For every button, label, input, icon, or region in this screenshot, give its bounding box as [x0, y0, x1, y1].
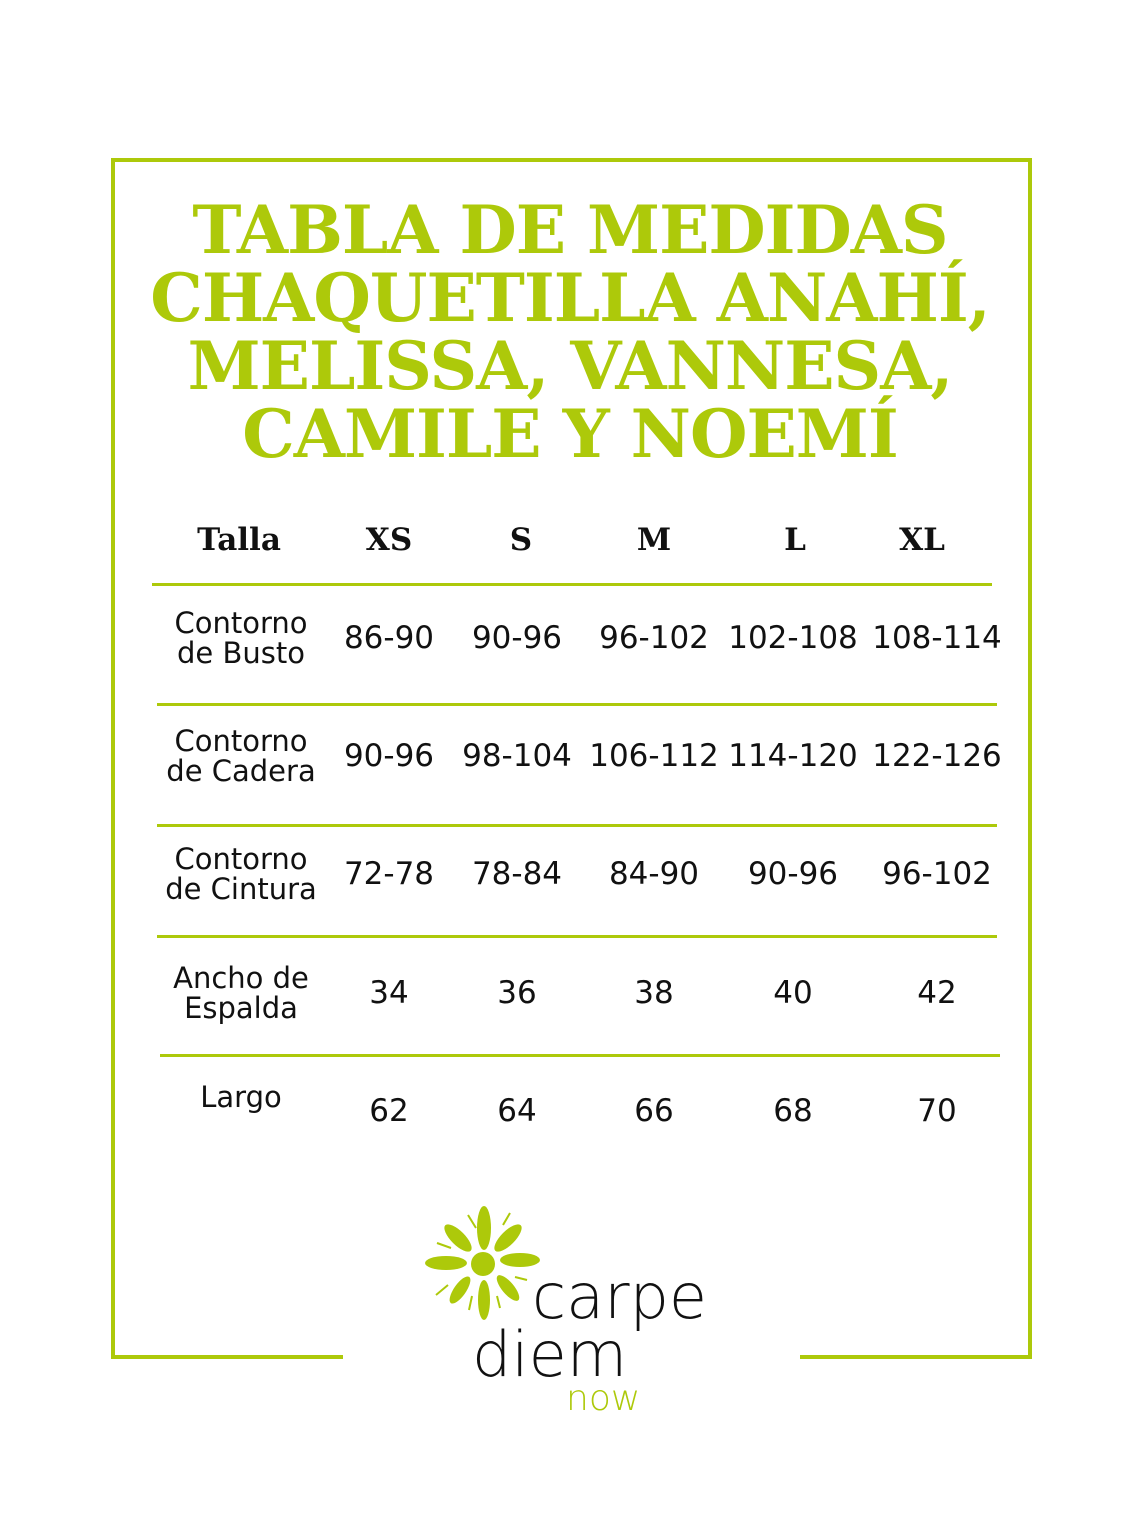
row-label-line: Largo [200, 1080, 282, 1114]
table-cell: 42 [917, 975, 957, 1011]
logo-text-now: now [566, 1378, 641, 1419]
frame-right [1028, 158, 1032, 1359]
row-label-line: Contorno [174, 606, 308, 640]
frame-top [111, 158, 1032, 162]
table-cell: 78-84 [471, 856, 563, 892]
title-line: CAMILE Y NOEMÍ [242, 395, 899, 473]
table-cell: 72-78 [343, 856, 435, 892]
table-cell: 96-102 [882, 856, 992, 892]
frame-bottom-left [111, 1355, 343, 1359]
column-header: S [509, 522, 533, 558]
row-divider [157, 703, 997, 706]
row-divider [152, 583, 992, 586]
row-divider [160, 1054, 1000, 1057]
table-cell: 122-126 [872, 738, 1002, 774]
table-cell: 108-114 [872, 620, 1002, 656]
row-label: Contorno de Busto [174, 608, 307, 668]
logo-text-carpe: carpe [532, 1260, 708, 1333]
table-cell: 62 [369, 1093, 409, 1129]
table-cell: 38 [634, 975, 674, 1011]
logo-text-diem: diem [472, 1318, 628, 1391]
title-line: TABLA DE MEDIDAS [192, 191, 948, 269]
column-header: L [784, 522, 806, 558]
column-header: XS [365, 522, 413, 558]
flower-icon [425, 1206, 540, 1320]
table-cell: 84-90 [608, 856, 700, 892]
title-line: MELISSA, VANNESA, [187, 327, 954, 405]
row-divider [157, 824, 997, 827]
row-label-line: Contorno [174, 842, 308, 876]
table-cell: 40 [773, 975, 813, 1011]
table-cell: 86-90 [343, 620, 435, 656]
row-label-line: Contorno [174, 724, 308, 758]
table-cell: 114-120 [728, 738, 858, 774]
row-label-line: de Cadera [166, 754, 316, 788]
table-cell: 66 [634, 1093, 674, 1129]
frame-bottom-right [800, 1355, 1032, 1359]
row-label: Contorno de Cintura [165, 844, 317, 904]
table-cell: 90-96 [471, 620, 563, 656]
table-cell: 36 [497, 975, 537, 1011]
row-label-line: de Busto [177, 636, 305, 670]
row-label: Ancho de Espalda [173, 963, 309, 1023]
column-header: XL [899, 522, 945, 558]
table-cell: 90-96 [747, 856, 839, 892]
table-cell: 34 [369, 975, 409, 1011]
table-cell: 68 [773, 1093, 813, 1129]
table-cell: 98-104 [462, 738, 572, 774]
table-cell: 106-112 [589, 738, 719, 774]
row-label-line: Espalda [184, 991, 298, 1025]
row-label: Contorno de Cadera [166, 726, 315, 786]
page-title: TABLA DE MEDIDAS CHAQUETILLA ANAHÍ, MELI… [0, 196, 1140, 468]
row-label-line: Ancho de [173, 961, 309, 995]
table-cell: 70 [917, 1093, 957, 1129]
table-cell: 96-102 [599, 620, 709, 656]
column-header: Talla [197, 522, 281, 558]
table-cell: 90-96 [343, 738, 435, 774]
row-label-line: de Cintura [165, 872, 317, 906]
row-label: Largo [200, 1082, 282, 1112]
title-line: CHAQUETILLA ANAHÍ, [150, 259, 990, 337]
column-header: M [636, 522, 672, 558]
table-cell: 64 [497, 1093, 537, 1129]
row-divider [157, 935, 997, 938]
table-cell: 102-108 [728, 620, 858, 656]
brand-logo: carpe diem now [420, 1200, 740, 1430]
frame-left [111, 158, 115, 1359]
